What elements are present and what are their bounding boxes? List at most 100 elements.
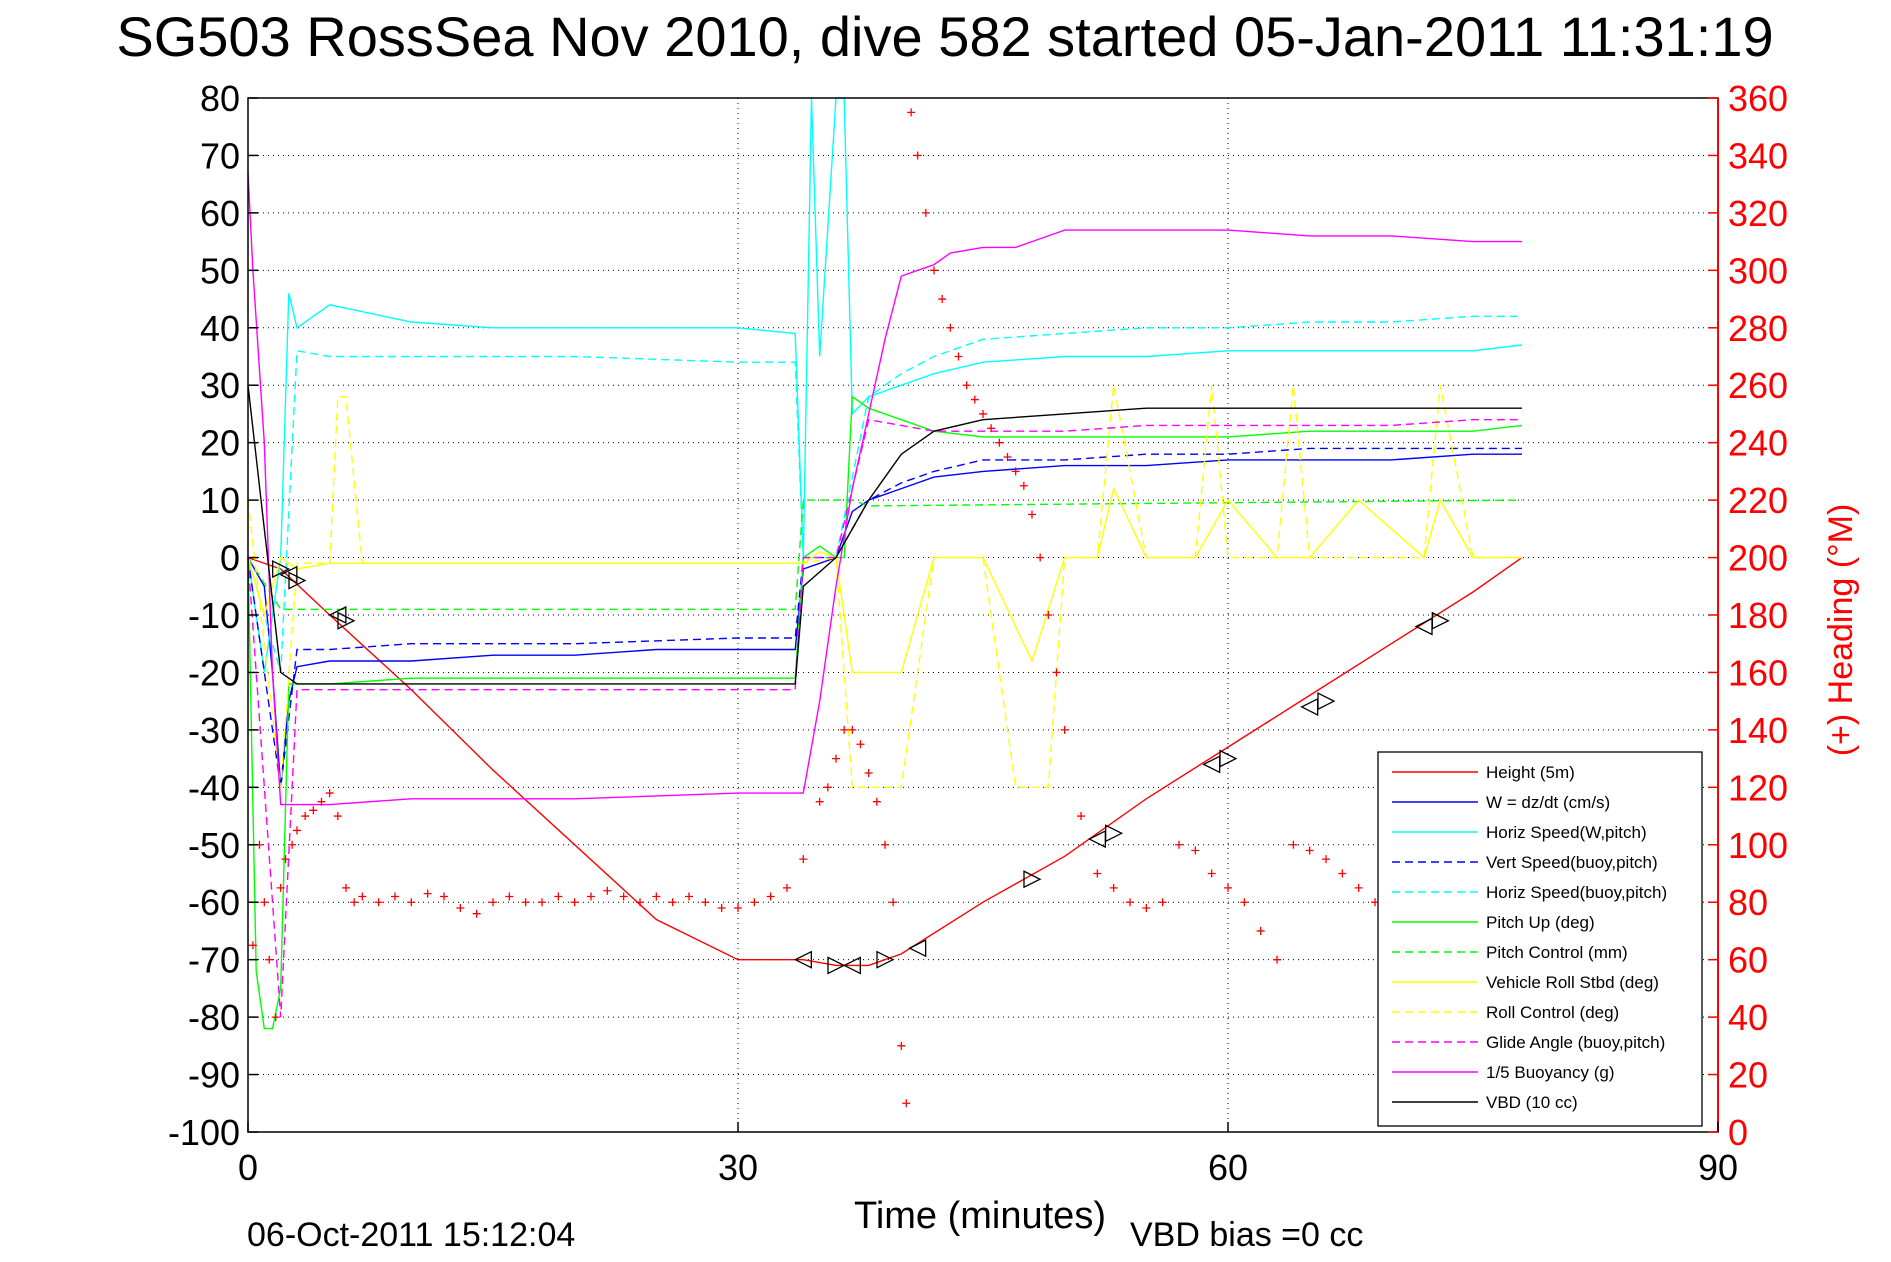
heading-point [1191,846,1200,855]
legend-entry: Vert Speed(buoy,pitch) [1486,853,1658,872]
series-line-9 [247,418,1522,1018]
dive-marker [908,939,927,958]
series-line-5 [247,395,1523,1030]
y-right-tick-label: 300 [1728,250,1788,291]
y-left-tick-label: 70 [200,135,240,176]
y-right-tick-label: 140 [1728,710,1788,751]
legend-entry: Roll Control (deg) [1486,1003,1619,1022]
heading-point [1142,903,1151,912]
legend-box [1377,751,1703,1127]
heading-point [1093,869,1102,878]
heading-point [333,812,342,821]
y-right-tick-label: 200 [1728,538,1788,579]
dive-marker [288,571,307,590]
heading-point [1240,898,1249,907]
heading-point [489,898,497,907]
heading-point [1338,869,1347,878]
series-layer [247,97,1523,1030]
heading-point [685,892,693,901]
heading-point [946,323,955,332]
heading-point [872,797,881,806]
y-left-tick-label: 80 [200,78,240,119]
heading-point [1011,467,1020,476]
series-line-1 [247,453,1522,788]
heading-point [587,892,595,901]
heading-point [407,898,416,907]
heading-point [1019,481,1028,490]
heading-point [472,909,481,918]
heading-point [832,754,840,763]
heading-point [652,892,661,901]
x-tick-label: 30 [718,1147,758,1188]
heading-point [260,898,269,907]
heading-point [717,903,726,912]
y-left-tick-label: 40 [200,308,240,349]
heading-points [248,108,1461,1108]
heading-point [554,892,563,901]
y-right-tick-label: 340 [1728,135,1788,176]
y-left-tick-label: -40 [188,767,240,808]
series-line-6 [247,499,1523,610]
y-left-tick-label: -90 [188,1055,240,1096]
series-line-3 [247,447,1522,788]
dive-marker [1202,755,1221,774]
heading-point [248,941,257,950]
heading-point [570,898,579,907]
heading-point [995,438,1004,447]
heading-point [1175,840,1183,849]
heading-point [1224,883,1232,892]
dive-marker [1317,692,1336,711]
heading-point [954,352,963,361]
heading-point [1354,883,1363,892]
dive-marker [793,950,812,969]
legend: Height (5m) W = dz/dt (cm/s) Horiz Speed(W… [1377,751,1703,1127]
heading-point [603,886,612,895]
dive-marker [876,950,895,969]
heading-point [848,725,857,734]
heading-point [840,725,849,734]
heading-point [881,840,889,849]
x-tick-label: 60 [1208,1147,1248,1188]
legend-entry: Pitch Control (mm) [1486,943,1628,962]
heading-point [913,151,922,160]
heading-point [1036,553,1045,562]
heading-point [921,208,930,217]
dive-markers [272,559,1450,975]
series-line-0 [247,556,1523,967]
heading-point [962,381,971,390]
dive-marker [1023,870,1042,889]
heading-point [342,883,350,892]
heading-point [938,295,947,304]
y-left-tick-label: 30 [200,365,240,406]
heading-point [889,898,898,907]
heading-point [902,1099,911,1108]
heading-point [1273,955,1281,964]
y-left-tick-label: -80 [188,997,240,1038]
heading-point [619,892,628,901]
y-right-tick-labels: 3603403203002802602402202001801601401201… [1708,78,1788,1153]
legend-entry: W = dz/dt (cm/s) [1486,793,1610,812]
heading-point [636,898,644,907]
x-tick-label: 0 [238,1147,258,1188]
heading-point [766,892,775,901]
heading-point [1077,812,1085,821]
heading-point [987,424,996,433]
legend-entry: Horiz Speed(buoy,pitch) [1486,883,1667,902]
y-right-tick-label: 40 [1728,997,1768,1038]
y-left-tick-label: 60 [200,193,240,234]
heading-point [856,740,865,749]
heading-point [1028,510,1036,519]
y-right-tick-label: 320 [1728,193,1788,234]
heading-point [1052,668,1061,677]
y-left-tick-label: -10 [188,595,240,636]
y-left-tick-labels: 80 70 60 50 40 30 20 10 0 -10 -20 -30 -40 -50 -60 -70 -8… [168,78,258,1153]
y-left-tick-label: 10 [200,480,240,521]
heading-point [358,892,367,901]
heading-point [293,826,301,835]
legend-entry: Pitch Up (deg) [1486,913,1595,932]
heading-point [538,898,546,907]
heading-point [391,892,399,901]
heading-point [276,883,285,892]
heading-point [1289,840,1298,849]
y-left-tick-label: -60 [188,882,240,923]
